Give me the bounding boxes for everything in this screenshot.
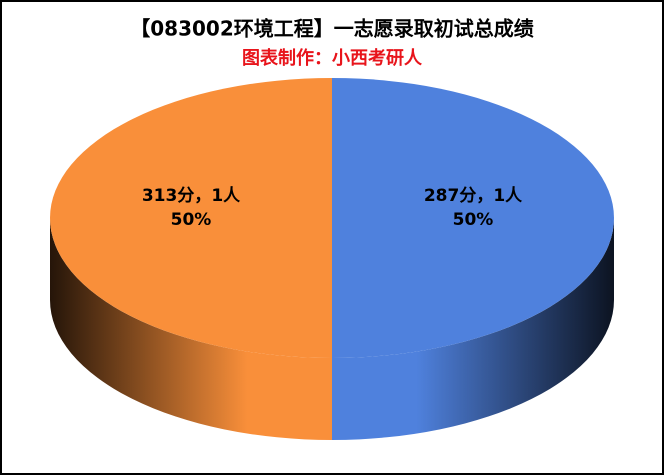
slice-label: 313分，1人 (142, 186, 241, 206)
value-label: 50% (453, 210, 494, 230)
value-label: 50% (171, 210, 212, 230)
slice (332, 78, 614, 358)
slice-side (332, 218, 614, 440)
slice-side (50, 218, 332, 440)
chart-subtitle: 图表制作：小西考研人 (242, 47, 423, 69)
slice (50, 78, 332, 358)
chart-title: 【083002环境工程】一志愿录取初试总成绩 (130, 17, 534, 41)
pie: 287分，1人 50% 313分，1人 50% (50, 78, 614, 440)
slice-label: 287分，1人 (424, 186, 523, 206)
